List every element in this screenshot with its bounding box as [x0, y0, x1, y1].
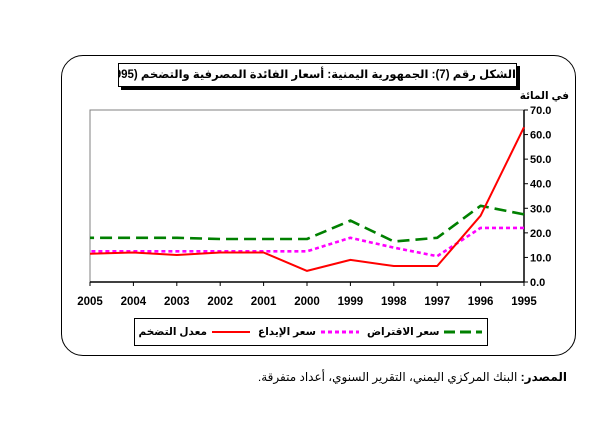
legend-label-inflation: معدل التضخم: [138, 326, 208, 338]
legend-swatch-inflation: [212, 331, 250, 333]
y-tick-label: 60.0: [530, 130, 551, 142]
legend-swatch-borrowing: [444, 330, 483, 334]
series-line-deposit: [90, 226, 524, 258]
series-line-inflation: [89, 126, 525, 272]
x-tick-label: 2004: [121, 296, 147, 308]
y-tick-label: 10.0: [530, 252, 551, 264]
y-tick-label: 0.0: [530, 277, 545, 289]
source-note: المصدر: البنك المركزي اليمني، التقرير ال…: [258, 370, 567, 384]
y-tick-label: 40.0: [530, 179, 551, 191]
x-tick-label: 2002: [207, 296, 233, 308]
series-line-borrowing: [90, 204, 525, 243]
x-tick-label: 2000: [294, 296, 320, 308]
y-tick-label: 70.0: [530, 105, 551, 117]
plot-area: [89, 109, 525, 283]
y-tick-label: 20.0: [530, 228, 551, 240]
y-tick-label: 30.0: [530, 203, 551, 215]
legend-item-deposit: سعر الإيداع: [258, 326, 360, 338]
x-tick-label: 2001: [251, 296, 277, 308]
x-tick-label: 2005: [77, 296, 103, 308]
chart-legend: سعر الاقتراض سعر الإيداع معدل التضخم: [134, 318, 488, 346]
legend-label-deposit: سعر الإيداع: [258, 326, 316, 338]
legend-swatch-deposit: [320, 330, 359, 334]
x-tick-label: 1999: [338, 296, 364, 308]
chart-title: الشكل رقم (7): الجمهورية اليمنية: أسعار …: [118, 63, 517, 87]
y-tick-label: 50.0: [530, 154, 551, 166]
legend-item-borrowing: سعر الاقتراض: [367, 326, 484, 338]
y-axis-unit-label: في المائة: [519, 90, 569, 102]
legend-label-borrowing: سعر الاقتراض: [366, 326, 440, 338]
x-tick-label: 1998: [381, 296, 407, 308]
x-tick-label: 1996: [468, 296, 494, 308]
legend-item-inflation: معدل التضخم: [139, 326, 252, 338]
x-tick-label: 1997: [424, 296, 450, 308]
x-tick-label: 2003: [164, 296, 190, 308]
source-label: المصدر:: [520, 370, 567, 384]
source-text: البنك المركزي اليمني، التقرير السنوي، أع…: [257, 370, 518, 384]
x-tick-label: 1995: [511, 296, 537, 308]
